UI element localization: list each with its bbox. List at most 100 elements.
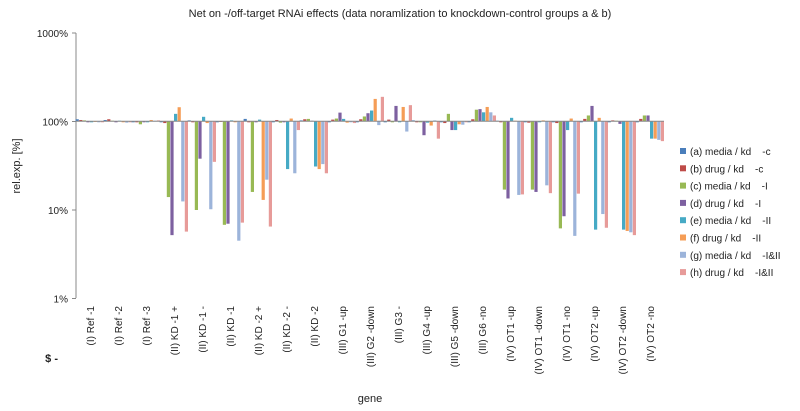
x-tick-label: (IV) OT1 -down [534, 306, 545, 374]
bar [268, 121, 272, 227]
x-tick-label: (II) KD -2 + [254, 306, 265, 355]
bar [233, 121, 237, 123]
bar [601, 121, 605, 215]
bar [394, 105, 398, 122]
bar [586, 115, 590, 122]
bar [209, 121, 213, 210]
bar [362, 116, 366, 122]
x-tick-label: (III) G4 -up [422, 306, 433, 355]
bar [657, 121, 661, 140]
bar [177, 107, 181, 122]
bar [517, 121, 521, 195]
bar [390, 121, 394, 123]
bar [530, 121, 534, 190]
y-tick-label: 1000% [37, 29, 68, 40]
bar [107, 119, 111, 122]
bar [650, 121, 654, 139]
bar [660, 121, 664, 142]
bar [146, 121, 150, 123]
bar [489, 112, 493, 122]
bar [401, 106, 405, 122]
bar [250, 121, 254, 192]
bar [327, 121, 331, 123]
bar [103, 119, 107, 122]
bar [594, 121, 598, 230]
chart-title: Net on -/off-target RNAi effects (data n… [189, 8, 612, 20]
bar [170, 121, 174, 236]
bar [334, 118, 338, 122]
bar [583, 118, 587, 122]
x-tick-label: (III) G2 -down [366, 306, 377, 367]
legend-swatch [680, 165, 686, 172]
bar [240, 121, 244, 223]
legend-label: (d) drug / kd -I [690, 199, 761, 210]
bar [90, 121, 94, 123]
x-tick-label: (III) G1 -up [338, 306, 349, 355]
bar [128, 121, 132, 123]
bar [349, 121, 353, 123]
bar [237, 121, 241, 241]
bar [415, 121, 419, 123]
bar [355, 121, 359, 123]
x-tick-label: (III) G3 - [394, 306, 405, 343]
bar [429, 121, 433, 126]
bar [293, 121, 297, 174]
legend-label: (e) media / kd -II [690, 216, 771, 227]
bars [75, 96, 664, 241]
bar [506, 121, 510, 199]
bar [125, 121, 129, 123]
bar [166, 121, 170, 198]
bar [443, 121, 447, 124]
y-tick-label: 1% [54, 295, 69, 306]
bar [534, 121, 538, 192]
bar [222, 121, 226, 225]
bar [314, 121, 318, 167]
bar [566, 121, 570, 131]
bar [131, 121, 135, 123]
bar [215, 121, 219, 123]
x-tick-label: (IV) OT2 -no [646, 306, 657, 362]
bar [635, 121, 639, 123]
bar [604, 121, 608, 228]
bar [439, 121, 443, 123]
bar [142, 121, 146, 123]
bar [226, 121, 230, 224]
bar [478, 109, 482, 122]
bar [576, 121, 580, 194]
bar [450, 121, 454, 131]
bar [446, 113, 450, 122]
bar [387, 119, 391, 122]
bar [461, 121, 465, 125]
bar [597, 117, 601, 122]
x-tick-label: (IV) OT2 -down [618, 306, 629, 374]
bar [286, 121, 290, 170]
bar [202, 116, 206, 122]
bar [383, 121, 387, 123]
bar [324, 121, 328, 174]
bar [194, 121, 198, 210]
bar [545, 121, 549, 186]
bar [282, 121, 286, 123]
legend-label: (c) media / kd -I [690, 182, 768, 193]
bar [352, 121, 356, 124]
bar [562, 121, 566, 217]
bar [482, 112, 486, 122]
bar [573, 121, 577, 236]
bar [622, 121, 626, 230]
bar [198, 121, 202, 159]
bar [377, 121, 381, 126]
bar [474, 109, 478, 122]
bar [100, 121, 104, 123]
bar [538, 121, 542, 123]
legend: (a) media / kd -c (b) drug / kd -c (c) med… [680, 147, 781, 279]
bar [338, 112, 342, 122]
legend-swatch [680, 148, 686, 154]
bar [625, 121, 629, 231]
bar [467, 121, 471, 123]
bar [380, 96, 384, 122]
bar [370, 110, 374, 122]
bar [408, 105, 412, 122]
bar [247, 121, 251, 123]
x-tick-label: (II) KD -1 [226, 306, 237, 347]
bar [184, 121, 188, 232]
